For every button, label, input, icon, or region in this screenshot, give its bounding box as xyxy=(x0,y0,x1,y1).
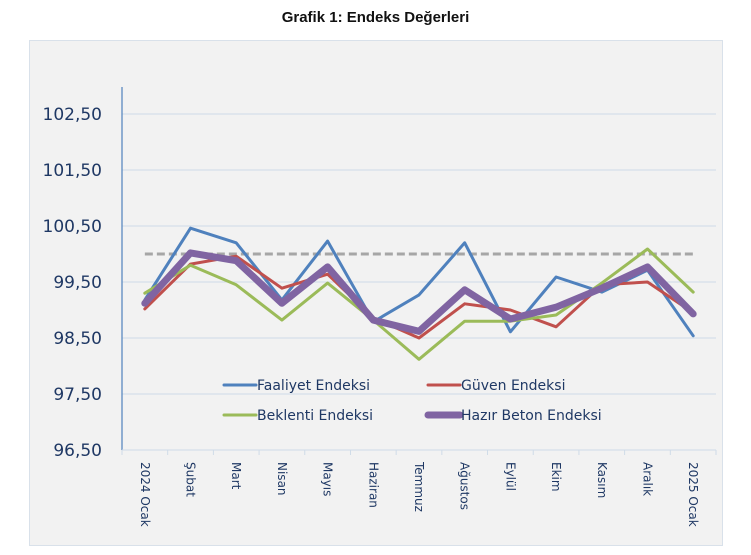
x-tick-label: 2024 Ocak xyxy=(138,462,152,527)
legend-item-guven-endeksi: Güven Endeksi xyxy=(426,378,565,394)
data-point-guven-endeksi xyxy=(281,287,283,289)
data-point-faaliyet-endeksi xyxy=(555,276,557,278)
data-point-hazir-beton-endeksi xyxy=(144,302,146,304)
data-point-hazir-beton-endeksi xyxy=(281,302,283,304)
y-tick-label: 97,50 xyxy=(53,385,102,405)
data-point-faaliyet-endeksi xyxy=(327,240,329,242)
x-tick-label: Ağustos xyxy=(458,462,472,510)
data-point-beklenti-endeksi xyxy=(555,314,557,316)
data-point-hazir-beton-endeksi xyxy=(509,318,511,320)
chart-title: Grafik 1: Endeks Değerleri xyxy=(281,9,470,26)
data-point-beklenti-endeksi xyxy=(692,291,694,293)
data-point-beklenti-endeksi xyxy=(601,282,603,284)
x-tick-label: 2025 Ocak xyxy=(686,462,700,527)
legend-item-hazir-beton-endeksi: Hazır Beton Endeksi xyxy=(424,408,602,424)
data-point-beklenti-endeksi xyxy=(281,319,283,321)
data-point-hazir-beton-endeksi xyxy=(372,319,374,321)
x-axis: 2024 Ocak Şubat Mart Nisan Mayıs Haziran Temmu… xyxy=(121,449,717,527)
y-tick-label: 102,50 xyxy=(43,105,102,125)
data-point-hazir-beton-endeksi xyxy=(692,313,694,315)
legend-label: Güven Endeksi xyxy=(461,378,565,394)
data-point-hazir-beton-endeksi xyxy=(418,330,420,332)
data-point-hazir-beton-endeksi xyxy=(646,266,648,268)
data-point-beklenti-endeksi xyxy=(327,282,329,284)
data-point-guven-endeksi xyxy=(646,281,648,283)
data-point-hazir-beton-endeksi xyxy=(190,252,192,254)
data-point-faaliyet-endeksi xyxy=(235,242,237,244)
data-point-beklenti-endeksi xyxy=(190,264,192,266)
data-point-guven-endeksi xyxy=(327,273,329,275)
data-point-guven-endeksi xyxy=(418,337,420,339)
legend-label: Hazır Beton Endeksi xyxy=(461,408,602,424)
data-point-beklenti-endeksi xyxy=(464,320,466,322)
data-point-faaliyet-endeksi xyxy=(190,227,192,229)
data-point-hazir-beton-endeksi xyxy=(601,287,603,289)
x-tick-label: Aralık xyxy=(640,462,654,496)
data-point-guven-endeksi xyxy=(144,308,146,310)
data-point-hazir-beton-endeksi xyxy=(555,306,557,308)
x-tick-label: Haziran xyxy=(366,462,380,508)
data-point-beklenti-endeksi xyxy=(235,284,237,286)
x-tick-label: Mart xyxy=(229,462,243,490)
y-tick-label: 96,50 xyxy=(53,441,102,461)
y-tick-label: 98,50 xyxy=(53,329,102,349)
series-line-hazir-beton-endeksi xyxy=(141,249,697,335)
data-point-hazir-beton-endeksi xyxy=(235,260,237,262)
x-tick-label: Şubat xyxy=(184,462,198,497)
data-point-guven-endeksi xyxy=(509,309,511,311)
x-tick-label: Kasım xyxy=(595,462,609,498)
x-tick-label: Mayıs xyxy=(321,462,335,496)
legend-label: Beklenti Endeksi xyxy=(257,408,373,424)
data-point-hazir-beton-endeksi xyxy=(327,266,329,268)
x-tick-label: Temmuz xyxy=(412,461,426,512)
data-point-hazir-beton-endeksi xyxy=(464,289,466,291)
x-tick-label: Nisan xyxy=(275,462,289,496)
data-point-beklenti-endeksi xyxy=(418,358,420,360)
x-tick-label: Eylül xyxy=(503,462,517,491)
data-point-faaliyet-endeksi xyxy=(418,294,420,296)
legend-item-beklenti-endeksi: Beklenti Endeksi xyxy=(222,408,373,424)
legend-label: Faaliyet Endeksi xyxy=(257,378,370,394)
series-line-guven-endeksi xyxy=(143,254,695,340)
y-axis: 96,50 97,50 98,50 99,50 100,50 101,50 102,50 xyxy=(43,87,123,461)
data-point-beklenti-endeksi xyxy=(144,292,146,294)
data-point-faaliyet-endeksi xyxy=(464,242,466,244)
y-tick-label: 101,50 xyxy=(43,161,102,181)
data-point-guven-endeksi xyxy=(464,303,466,305)
x-tick-label: Ekim xyxy=(549,462,563,492)
y-tick-label: 99,50 xyxy=(53,273,102,293)
data-point-faaliyet-endeksi xyxy=(509,331,511,333)
data-point-guven-endeksi xyxy=(555,326,557,328)
y-tick-label: 100,50 xyxy=(43,217,102,237)
legend: Faaliyet Endeksi Güven Endeksi Beklenti En… xyxy=(222,378,602,424)
data-point-faaliyet-endeksi xyxy=(692,335,694,337)
data-point-guven-endeksi xyxy=(235,255,237,257)
data-point-beklenti-endeksi xyxy=(646,248,648,250)
series-line-beklenti-endeksi xyxy=(143,247,695,361)
legend-item-faaliyet-endeksi: Faaliyet Endeksi xyxy=(222,378,370,394)
series-lines xyxy=(141,226,697,361)
